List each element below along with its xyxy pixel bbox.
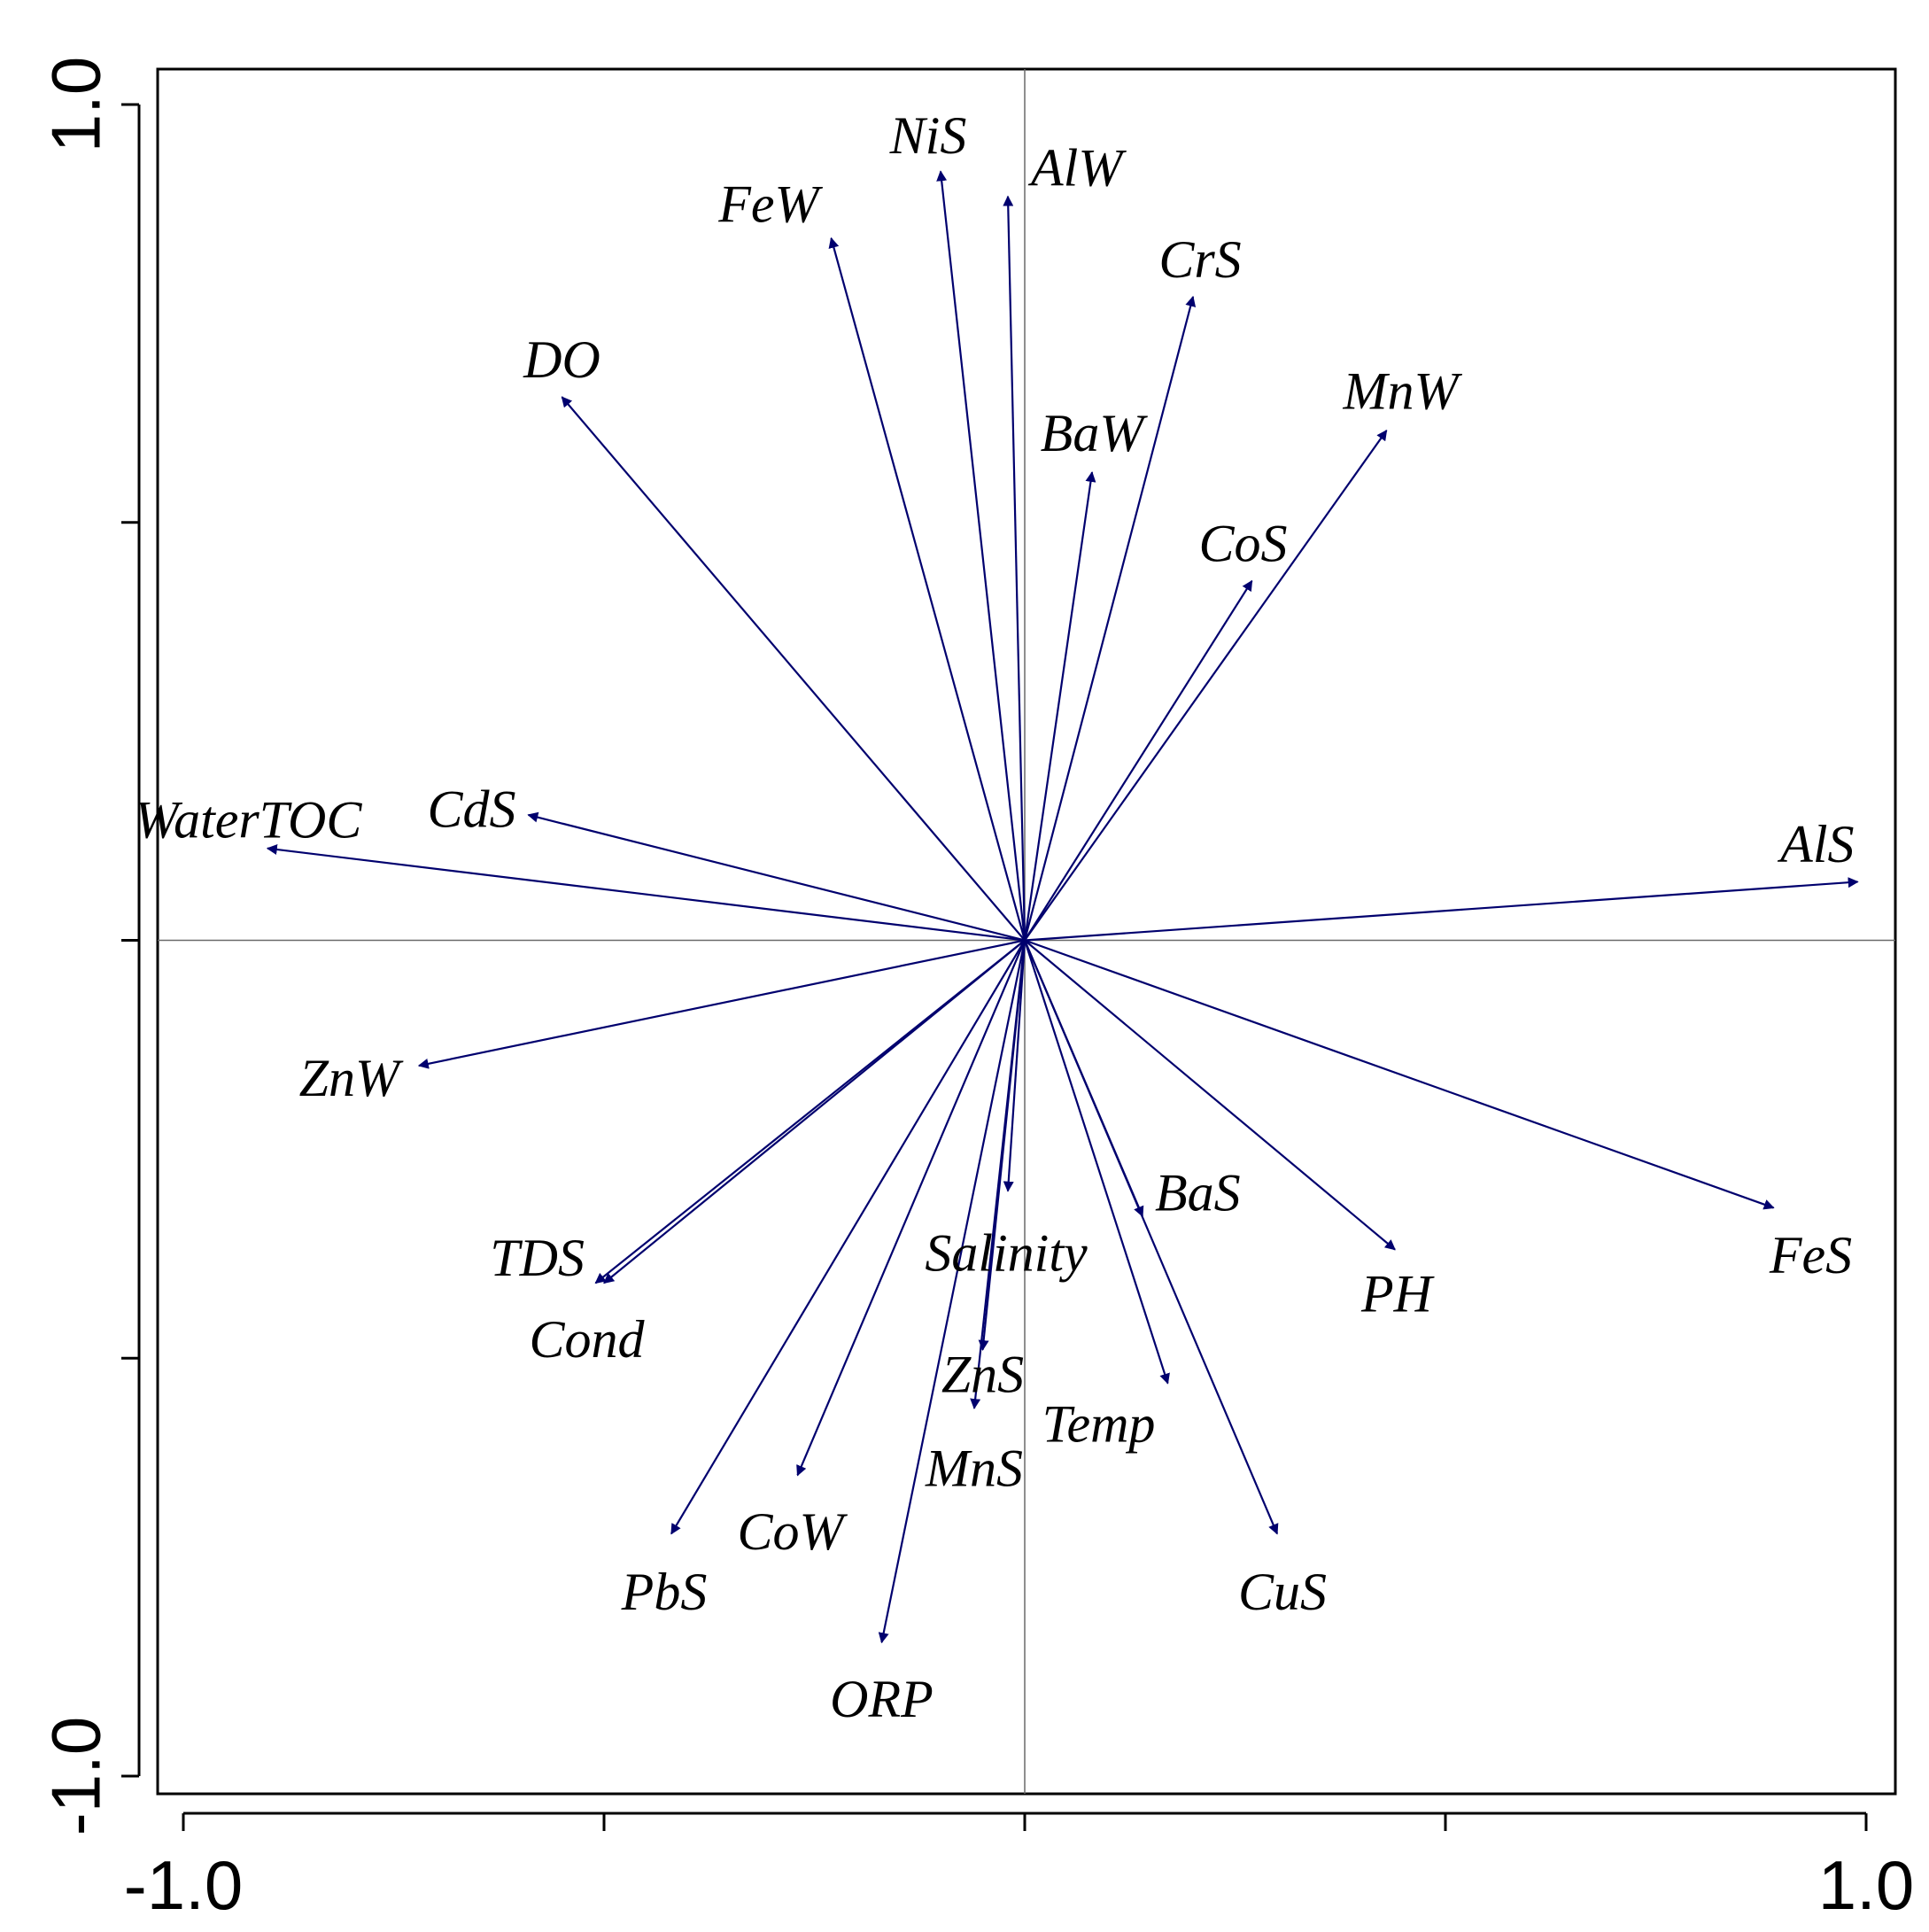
- vector-label-cus: CuS: [1238, 1563, 1327, 1621]
- vector-label-bas: BaS: [1155, 1164, 1241, 1222]
- vector-label-cow: CoW: [738, 1502, 848, 1561]
- vector-label-fes: FeS: [1769, 1226, 1852, 1284]
- vector-label-mns: MnS: [925, 1439, 1023, 1498]
- vector-arrows: [266, 170, 1859, 1644]
- vector-label-znw: ZnW: [299, 1049, 404, 1107]
- vector-label-orp: ORP: [830, 1670, 934, 1728]
- vector-label-cos: CoS: [1198, 515, 1287, 573]
- vector-label-pbs: PbS: [621, 1563, 708, 1621]
- vector-label-mnw: MnW: [1343, 362, 1463, 421]
- vector-label-do: DO: [523, 330, 600, 389]
- vector-arrow-cos: [1024, 579, 1253, 942]
- vector-arrow-cow: [796, 940, 1026, 1477]
- vector-label-salinity: Salinity: [925, 1223, 1088, 1282]
- vector-arrow-znw: [417, 939, 1026, 1069]
- vector-arrow-temp: [1023, 940, 1170, 1385]
- vector-label-nis: NiS: [889, 106, 967, 165]
- vector-label-temp: Temp: [1042, 1394, 1156, 1453]
- y-tick-label: 1.0: [37, 57, 115, 152]
- vector-arrow-few: [828, 237, 1026, 941]
- vector-arrow-alw: [1003, 195, 1026, 941]
- vector-arrow-als: [1024, 877, 1859, 942]
- vector-label-tds: TDS: [490, 1229, 585, 1287]
- vector-arrow-cus: [1023, 940, 1279, 1535]
- vector-arrow-cds: [527, 811, 1026, 942]
- vector-label-watertoc: WaterTOC: [135, 790, 363, 849]
- vector-arrow-fes: [1024, 939, 1775, 1210]
- vector-arrow-orp: [878, 940, 1026, 1644]
- vector-labels: NiS AlW FeW CrS DO MnW BaW CoS WaterTOC CdS AlS ZnW…: [135, 106, 1855, 1728]
- vector-label-cond: Cond: [529, 1310, 645, 1369]
- x-tick-label: 1.0: [1818, 1846, 1914, 1924]
- vector-arrow-baw: [1023, 470, 1096, 941]
- vector-arrow-do: [561, 396, 1026, 942]
- x-tick-label: -1.0: [124, 1846, 243, 1924]
- plot-border: [156, 67, 1897, 1796]
- vector-label-crs: CrS: [1158, 230, 1241, 289]
- vector-arrow-cond: [594, 939, 1026, 1284]
- vector-label-few: FeW: [717, 175, 823, 234]
- vector-arrow-nis: [936, 170, 1026, 941]
- vector-arrow-watertoc: [266, 844, 1026, 942]
- vector-label-alw: AlW: [1027, 139, 1127, 198]
- vector-arrow-pbs: [670, 939, 1026, 1535]
- y-tick-label: -1.0: [37, 1717, 115, 1835]
- vector-arrow-ph: [1024, 939, 1396, 1251]
- vector-arrow-mns: [970, 940, 1026, 1410]
- plot-frame: [156, 67, 1897, 1796]
- vector-label-als: AlS: [1777, 815, 1854, 873]
- vector-label-ph: PH: [1360, 1264, 1436, 1323]
- vector-label-cds: CdS: [427, 780, 515, 839]
- vector-label-baw: BaW: [1041, 404, 1149, 462]
- vector-arrow-crs: [1023, 295, 1197, 941]
- axes: -1.0 1.0 1.0 -1.0: [37, 57, 1915, 1924]
- vector-arrow-mnw: [1024, 429, 1388, 942]
- vector-label-zns: ZnS: [941, 1346, 1024, 1404]
- vector-arrow-salinity: [1003, 940, 1026, 1192]
